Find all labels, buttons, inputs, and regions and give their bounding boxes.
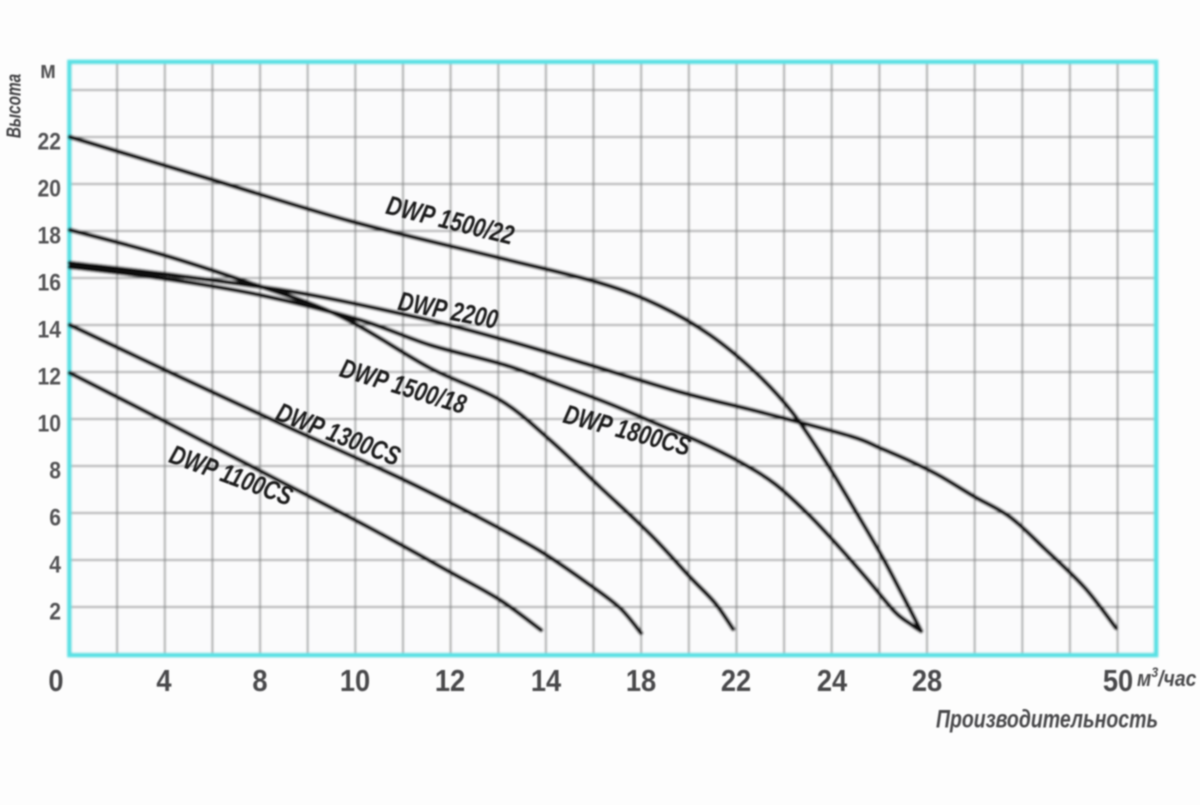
svg-text:2: 2	[49, 598, 61, 625]
svg-text:18: 18	[626, 664, 656, 698]
svg-text:4: 4	[49, 551, 61, 578]
svg-text:0: 0	[48, 664, 63, 698]
svg-text:50: 50	[1103, 664, 1133, 698]
svg-text:20: 20	[38, 175, 61, 202]
svg-text:28: 28	[912, 664, 942, 698]
svg-text:18: 18	[38, 222, 61, 249]
svg-text:12: 12	[435, 664, 465, 698]
svg-text:м3/час: м3/час	[1137, 664, 1197, 691]
svg-text:Высота: Высота	[2, 74, 25, 138]
svg-text:14: 14	[531, 664, 562, 698]
svg-text:12: 12	[38, 363, 61, 390]
svg-text:8: 8	[49, 457, 61, 484]
svg-text:Производительность: Производительность	[936, 705, 1158, 733]
svg-text:8: 8	[252, 664, 267, 698]
svg-text:10: 10	[340, 664, 370, 698]
svg-text:22: 22	[721, 664, 751, 698]
svg-text:24: 24	[817, 664, 848, 698]
svg-text:22: 22	[38, 128, 61, 155]
svg-text:4: 4	[156, 664, 172, 698]
svg-text:10: 10	[38, 410, 61, 437]
svg-text:16: 16	[38, 269, 61, 296]
svg-text:14: 14	[38, 316, 62, 343]
svg-text:м: м	[40, 56, 56, 83]
svg-text:6: 6	[49, 504, 61, 531]
